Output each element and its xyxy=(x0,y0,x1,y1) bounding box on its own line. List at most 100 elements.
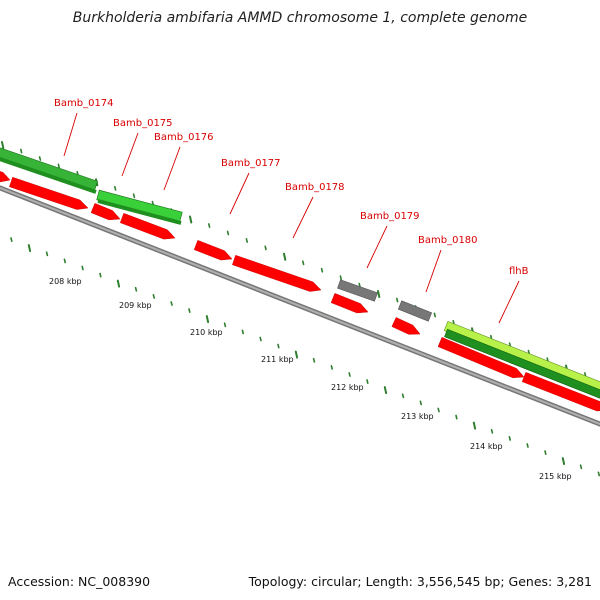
minor-tick-top xyxy=(114,185,117,191)
minor-tick-top xyxy=(208,223,211,228)
minor-tick-top xyxy=(38,156,42,161)
red-feature-bamb_0174 xyxy=(9,176,89,210)
minor-tick-top xyxy=(433,312,437,318)
minor-tick-top xyxy=(245,238,248,243)
tick-label-214-kbp: 214 kbp xyxy=(470,442,503,451)
minor-tick-bottom xyxy=(134,286,138,292)
minor-tick-bottom xyxy=(437,407,440,413)
tick-marks-bottom xyxy=(10,237,600,477)
minor-tick-bottom xyxy=(277,343,280,349)
minor-tick-bottom xyxy=(99,272,102,278)
tick-label-210-kbp: 210 kbp xyxy=(190,328,223,337)
major-tick-top xyxy=(283,252,287,261)
tick-label-212-kbp: 212 kbp xyxy=(331,383,364,392)
minor-tick-bottom xyxy=(419,400,423,406)
backbone-track xyxy=(0,185,600,427)
major-tick-bottom xyxy=(27,244,32,253)
gray-feature-bamb_0179 xyxy=(337,279,378,302)
minor-tick-bottom xyxy=(455,414,458,420)
backbone-highlight xyxy=(0,186,600,426)
major-tick-bottom xyxy=(472,421,477,430)
minor-tick-top xyxy=(395,297,399,303)
red-feature-bamb_0176 xyxy=(119,212,176,240)
gene-label-bamb_0175: Bamb_0175 xyxy=(113,118,173,129)
minor-tick-top xyxy=(132,193,136,199)
green-feature-right-inner xyxy=(444,328,600,399)
red-feature-flhb xyxy=(437,337,525,379)
minor-tick-top xyxy=(320,267,324,273)
gene-leader-line xyxy=(498,280,520,324)
red-feature-bamb_0180 xyxy=(391,317,421,335)
gene-label-bamb_0174: Bamb_0174 xyxy=(54,98,114,109)
gene-leader-line xyxy=(292,196,314,239)
minor-tick-bottom xyxy=(170,301,173,306)
topology-summary: Topology: circular; Length: 3,556,545 bp… xyxy=(248,574,592,589)
gray-feature-bamb_0180 xyxy=(397,300,433,322)
minor-tick-top xyxy=(358,282,361,288)
red-feature-right-edge xyxy=(521,372,600,412)
tick-label-211-kbp: 211 kbp xyxy=(261,355,294,364)
minor-tick-bottom xyxy=(312,357,316,363)
minor-tick-bottom xyxy=(348,372,351,377)
minor-tick-top xyxy=(226,230,230,236)
minor-tick-top xyxy=(57,163,61,169)
gene-leader-line xyxy=(425,249,442,293)
gene-leader-line xyxy=(163,146,181,191)
major-tick-top xyxy=(189,215,193,224)
major-tick-bottom xyxy=(383,386,388,395)
minor-tick-bottom xyxy=(152,293,155,299)
feature-track xyxy=(0,171,600,412)
minor-tick-bottom xyxy=(45,251,49,257)
minor-tick-bottom xyxy=(259,336,262,342)
accession-text: Accession: NC_008390 xyxy=(8,574,150,589)
minor-tick-bottom xyxy=(579,464,583,470)
tick-label-209-kbp: 209 kbp xyxy=(119,301,152,310)
gene-leader-line xyxy=(229,172,250,215)
major-tick-bottom xyxy=(294,350,299,359)
minor-tick-top xyxy=(339,275,343,281)
minor-tick-bottom xyxy=(490,428,494,434)
gene-label-flhb: flhB xyxy=(509,266,529,277)
minor-tick-bottom xyxy=(223,322,227,328)
gene-leader-line xyxy=(366,225,388,269)
minor-tick-bottom xyxy=(330,364,334,370)
minor-tick-bottom xyxy=(401,393,405,399)
red-feature-bamb_0179 xyxy=(330,293,369,314)
major-tick-bottom xyxy=(205,315,210,324)
minor-tick-bottom xyxy=(597,471,600,477)
minor-tick-bottom xyxy=(10,237,13,242)
major-tick-top xyxy=(1,141,5,149)
gene-label-bamb_0178: Bamb_0178 xyxy=(285,182,345,193)
minor-tick-bottom xyxy=(508,435,512,441)
red-feature-left-edge xyxy=(0,171,11,183)
minor-tick-top xyxy=(19,148,23,154)
tick-label-215-kbp: 215 kbp xyxy=(539,472,572,481)
minor-tick-bottom xyxy=(366,379,369,385)
red-feature-bamb_0175 xyxy=(90,203,121,221)
page-title: Burkholderia ambifaria AMMD chromosome 1… xyxy=(73,10,527,26)
minor-tick-bottom xyxy=(188,308,191,314)
tick-labels: 208 kbp 209 kbp 210 kbp 211 kbp 212 kbp 213 k… xyxy=(49,277,572,481)
major-tick-bottom xyxy=(561,457,566,466)
gene-label-bamb_0179: Bamb_0179 xyxy=(360,211,420,222)
minor-tick-top xyxy=(264,245,267,251)
green-feature-track xyxy=(0,147,600,399)
gene-labels: Bamb_0174 Bamb_0175 Bamb_0176 Bamb_0177 Bamb… xyxy=(54,98,529,324)
gene-label-bamb_0176: Bamb_0176 xyxy=(154,132,214,143)
minor-tick-bottom xyxy=(526,443,529,448)
major-tick-bottom xyxy=(116,279,121,288)
minor-tick-bottom xyxy=(63,258,66,264)
minor-tick-top xyxy=(301,260,305,266)
gene-leader-line xyxy=(121,132,139,177)
tick-label-208-kbp: 208 kbp xyxy=(49,277,82,286)
green-feature-left-shadow xyxy=(0,156,97,194)
tick-label-213-kbp: 213 kbp xyxy=(401,412,434,421)
green-feature-middle-shadow xyxy=(97,199,182,225)
gene-label-bamb_0177: Bamb_0177 xyxy=(221,158,281,169)
gene-label-bamb_0180: Bamb_0180 xyxy=(418,235,478,246)
minor-tick-bottom xyxy=(241,329,244,335)
major-tick-top xyxy=(377,290,381,298)
minor-tick-bottom xyxy=(544,450,547,456)
